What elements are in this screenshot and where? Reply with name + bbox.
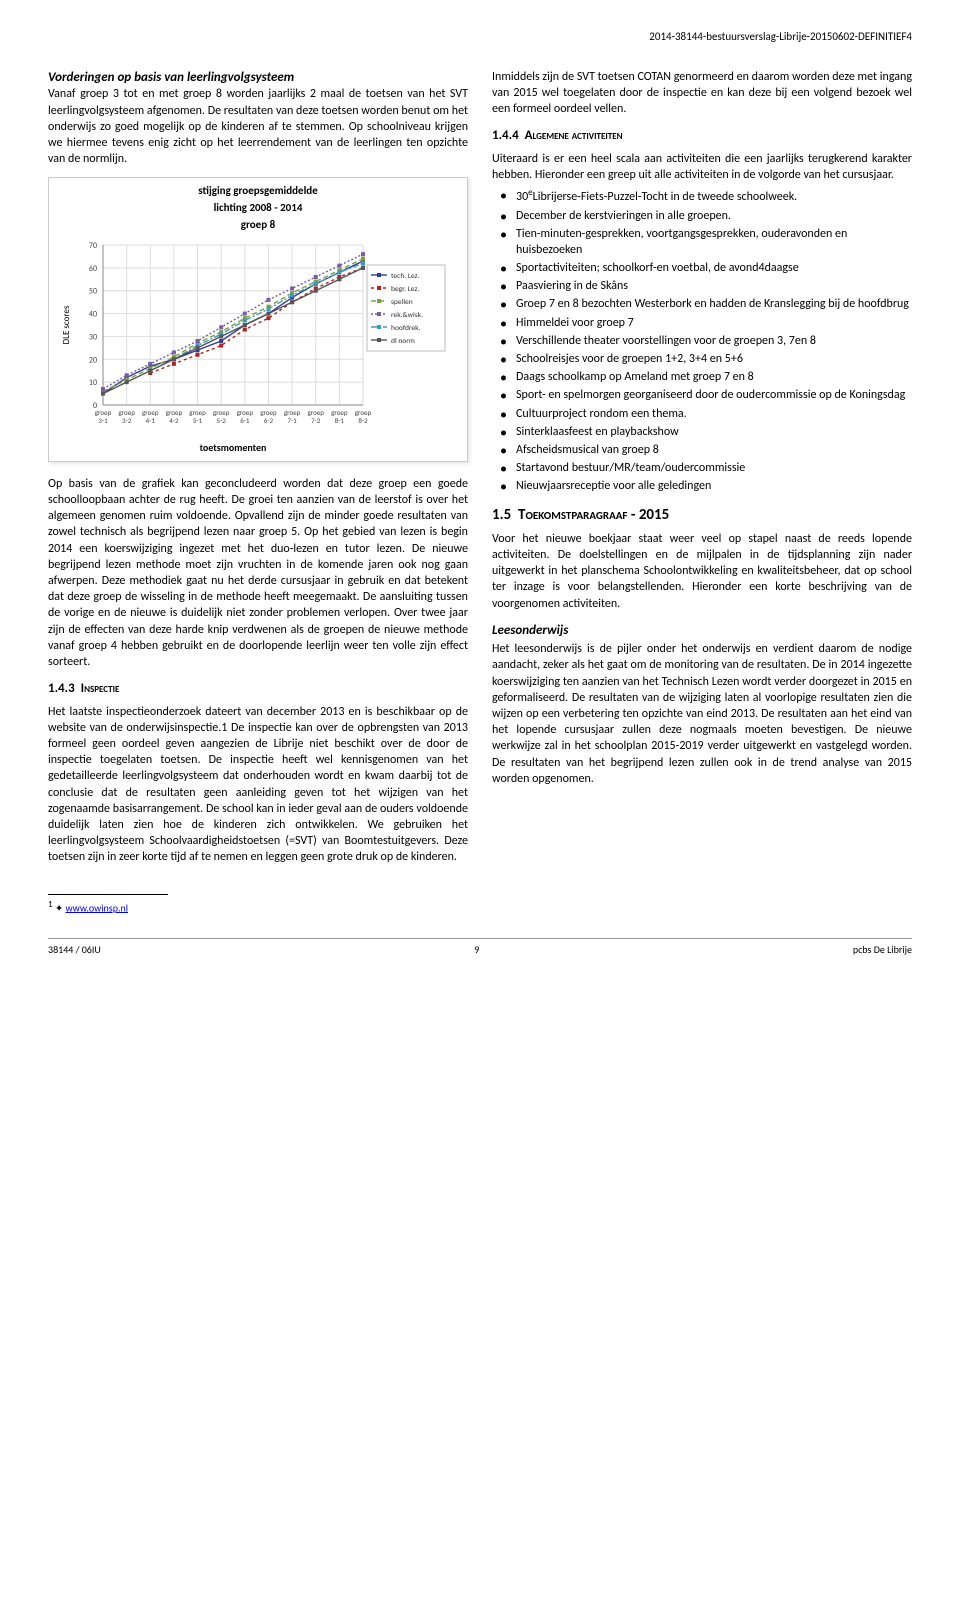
svg-text:5-2: 5-2: [217, 416, 227, 425]
list-item: 30eLibrijerse-Fiets-Puzzel-Tocht in de t…: [492, 187, 912, 205]
footer-right: pcbs De Librije: [853, 943, 912, 957]
left-column: Vorderingen op basis van leerlingvolgsys…: [48, 69, 468, 915]
list-item: Sport- en spelmorgen georganiseerd door …: [492, 387, 912, 403]
para-r1: Inmiddels zijn de SVT toetsen COTAN geno…: [492, 69, 912, 118]
two-column-layout: Vorderingen op basis van leerlingvolgsys…: [48, 69, 912, 915]
para-r2: Uiteraard is er een heel scala aan activ…: [492, 151, 912, 183]
svg-text:20: 20: [89, 355, 97, 365]
para-r3: Voor het nieuwe boekjaar staat weer veel…: [492, 531, 912, 612]
list-item: December de kerstvieringen in alle groep…: [492, 208, 912, 224]
svg-text:4-1: 4-1: [146, 416, 156, 425]
list-item: Nieuwjaarsreceptie voor alle geledingen: [492, 478, 912, 494]
para-r4: Het leesonderwijs is de pijler onder het…: [492, 641, 912, 787]
para-2: Op basis van de grafiek kan geconcludeer…: [48, 476, 468, 670]
list-item: Himmeldei voor groep 7: [492, 315, 912, 331]
svg-text:40: 40: [89, 309, 97, 319]
right-column: Inmiddels zijn de SVT toetsen COTAN geno…: [492, 69, 912, 915]
section-heading: Vorderingen op basis van leerlingvolgsys…: [48, 69, 468, 167]
svg-text:5-1: 5-1: [193, 416, 203, 425]
list-item: Startavond bestuur/MR/team/oudercommissi…: [492, 460, 912, 476]
list-item: Sportactiviteiten; schoolkorf-en voetbal…: [492, 260, 912, 276]
svg-text:7-1: 7-1: [287, 416, 297, 425]
list-item: Verschillende theater voorstellingen voo…: [492, 333, 912, 349]
line-chart: 010203040506070groep3-1groep3-2groep4-1g…: [55, 235, 455, 455]
activity-list: 30eLibrijerse-Fiets-Puzzel-Tocht in de t…: [492, 187, 912, 494]
heading-toekomst: 1.5 Toekomstparagraaf - 2015: [492, 505, 912, 525]
list-item: Schoolreisjes voor de groepen 1+2, 3+4 e…: [492, 351, 912, 367]
heading-inspectie: 1.4.3 Inspectie: [48, 680, 468, 698]
list-item: Tien-minuten-gesprekken, voortgangsgespr…: [492, 226, 912, 258]
svg-text:begr. Lez.: begr. Lez.: [391, 285, 419, 294]
list-item: Cultuurproject rondom een thema.: [492, 406, 912, 422]
svg-text:tech. Lez.: tech. Lez.: [391, 272, 420, 281]
list-item: Afscheidsmusical van groep 8: [492, 442, 912, 458]
heading-leesonderwijs: Leesonderwijs: [492, 622, 912, 640]
svg-text:50: 50: [89, 287, 97, 297]
svg-text:8-1: 8-1: [335, 416, 345, 425]
footer-center: 9: [474, 943, 479, 957]
svg-text:rek.&wisk.: rek.&wisk.: [391, 311, 423, 320]
svg-text:7-2: 7-2: [311, 416, 321, 425]
svg-text:dl norm: dl norm: [391, 337, 415, 346]
chart-title-3: groep 8: [55, 218, 461, 233]
svg-text:10: 10: [89, 378, 97, 388]
chart-title-2: lichting 2008 - 2014: [55, 201, 461, 216]
list-item: Groep 7 en 8 bezochten Westerbork en had…: [492, 296, 912, 312]
svg-text:DLE scores: DLE scores: [61, 305, 72, 344]
svg-text:4-2: 4-2: [169, 416, 179, 425]
chart-container: stijging groepsgemiddelde lichting 2008 …: [48, 177, 468, 462]
footer-left: 38144 / 06IU: [48, 943, 101, 957]
svg-text:60: 60: [89, 264, 97, 274]
heading-vorderingen: Vorderingen op basis van leerlingvolgsys…: [48, 70, 294, 85]
page-footer: 38144 / 06IU 9 pcbs De Librije: [48, 938, 912, 957]
para-3: Het laatste inspectieonderzoek dateert v…: [48, 704, 468, 866]
footnote: 1 ✦ www.owinsp.nl: [48, 899, 468, 915]
svg-text:3-2: 3-2: [122, 416, 132, 425]
heading-activiteiten: 1.4.4 Algemene activiteiten: [492, 127, 912, 145]
svg-text:70: 70: [89, 241, 97, 251]
svg-text:30: 30: [89, 332, 97, 342]
doc-header: 2014-38144-bestuursverslag-Librije-20150…: [48, 30, 912, 45]
chart-title-1: stijging groepsgemiddelde: [55, 184, 461, 199]
list-item: Paasviering in de Skâns: [492, 278, 912, 294]
svg-text:6-1: 6-1: [240, 416, 250, 425]
para-1: Vanaf groep 3 tot en met groep 8 worden …: [48, 87, 468, 166]
footnote-rule: [48, 894, 168, 895]
svg-text:3-1: 3-1: [98, 416, 108, 425]
list-item: Daags schoolkamp op Ameland met groep 7 …: [492, 369, 912, 385]
svg-text:spellen: spellen: [391, 298, 413, 307]
svg-text:6-2: 6-2: [264, 416, 274, 425]
svg-text:hoofdrek.: hoofdrek.: [391, 324, 421, 333]
svg-text:8-2: 8-2: [358, 416, 368, 425]
footnote-link[interactable]: www.owinsp.nl: [65, 901, 128, 914]
svg-text:toetsmomenten: toetsmomenten: [200, 441, 267, 454]
list-item: Sinterklaasfeest en playbackshow: [492, 424, 912, 440]
